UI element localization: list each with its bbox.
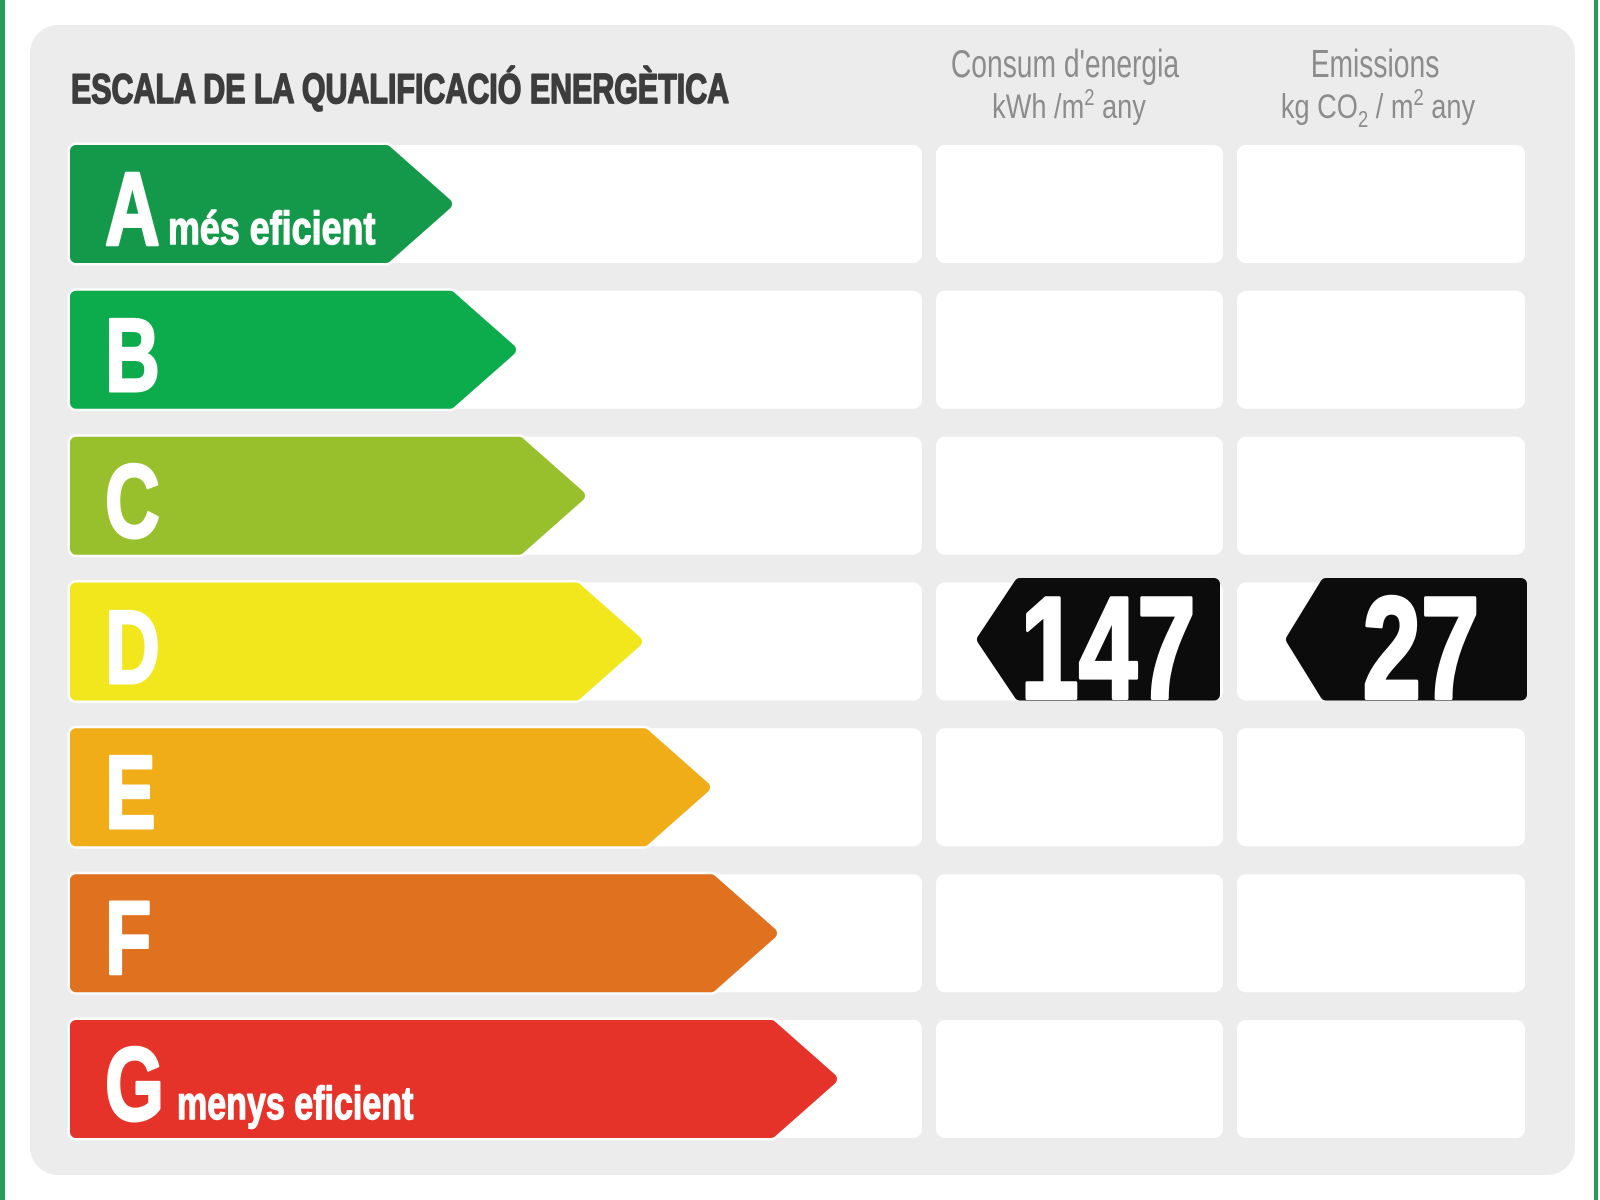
svg-text:B: B — [105, 298, 160, 413]
svg-text:C: C — [105, 444, 160, 559]
svg-text:més eficient: més eficient — [168, 203, 376, 254]
svg-text:G: G — [105, 1027, 164, 1142]
svg-text:Consum d'energia: Consum d'energia — [951, 43, 1179, 87]
svg-text:147: 147 — [1020, 566, 1195, 729]
svg-text:27: 27 — [1363, 566, 1480, 729]
svg-text:E: E — [105, 735, 156, 850]
svg-text:D: D — [105, 590, 160, 705]
svg-text:menys eficient: menys eficient — [177, 1077, 413, 1129]
svg-text:kWh /m2 any: kWh /m2 any — [992, 85, 1146, 126]
svg-text:A: A — [105, 152, 160, 267]
svg-text:ESCALA DE LA QUALIFICACIÓ ENER: ESCALA DE LA QUALIFICACIÓ ENERGÈTICA — [71, 64, 729, 112]
svg-text:Emissions: Emissions — [1311, 43, 1440, 87]
svg-text:F: F — [105, 881, 151, 996]
svg-text:kg CO2 / m2 any: kg CO2 / m2 any — [1281, 85, 1476, 132]
